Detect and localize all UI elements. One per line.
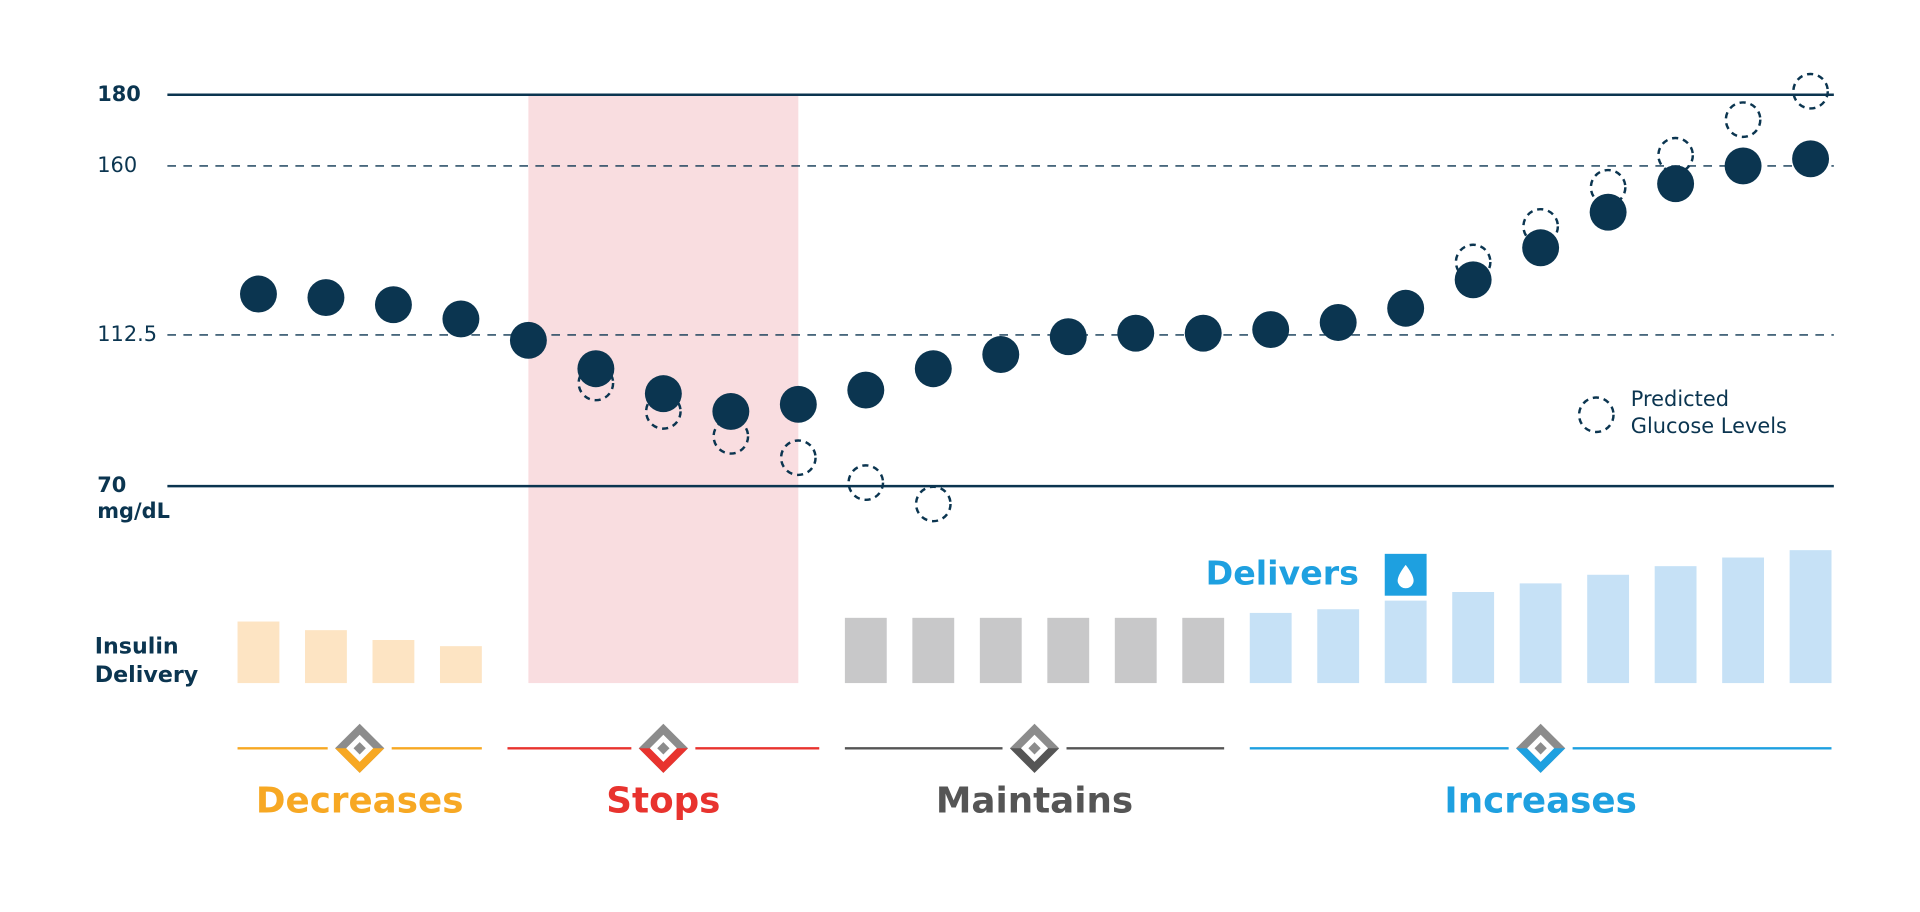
glucose-point xyxy=(577,350,615,388)
glucose-point xyxy=(1657,165,1695,203)
glucose-point xyxy=(1252,311,1290,349)
y-tick-label: 112.5 xyxy=(97,322,157,346)
insulin-bar xyxy=(439,646,482,684)
insulin-bar xyxy=(305,630,347,684)
glucose-point xyxy=(307,279,345,317)
glucose-point xyxy=(1522,229,1560,267)
insulin-bar xyxy=(1182,617,1225,684)
phase-label: Maintains xyxy=(936,780,1133,821)
phase-icon xyxy=(353,742,366,755)
glucose-point xyxy=(1454,261,1492,299)
phase-label: Stops xyxy=(606,780,720,821)
glucose-point xyxy=(1724,147,1762,185)
glucose-point xyxy=(1589,193,1627,231)
glucose-point xyxy=(1319,304,1357,341)
predicted-point xyxy=(914,485,952,523)
insulin-bar xyxy=(1114,617,1157,684)
glucose-point xyxy=(1184,314,1222,352)
glucose-point xyxy=(779,385,817,423)
y-tick-label: 180 xyxy=(97,82,141,106)
glucose-point xyxy=(847,371,885,409)
insulin-label-box: Insulin Delivery xyxy=(94,633,199,689)
phase-icon xyxy=(1534,742,1547,755)
glucose-point xyxy=(509,321,547,359)
predicted-point xyxy=(1792,72,1830,110)
insulin-bar xyxy=(1722,557,1765,684)
legend-label: Predicted Glucose Levels xyxy=(1630,387,1787,440)
glucose-point xyxy=(712,392,750,430)
glucose-point xyxy=(1792,140,1830,178)
insulin-label: Insulin Delivery xyxy=(94,633,199,689)
glucose-point xyxy=(442,300,480,338)
insulin-bar xyxy=(1452,592,1495,684)
glucose-point xyxy=(914,350,952,388)
y-unit: mg/dL xyxy=(97,499,170,523)
insulin-bar xyxy=(912,617,955,684)
annotation: Delivers xyxy=(1206,553,1359,592)
insulin-bar xyxy=(979,617,1022,684)
insulin-bar xyxy=(1654,566,1697,684)
insulin-bar xyxy=(1047,617,1090,684)
phase-label: Decreases xyxy=(256,780,464,821)
glucose-point xyxy=(1117,314,1155,352)
phase-label: Increases xyxy=(1444,780,1636,821)
insulin-bar xyxy=(1317,609,1360,684)
predicted-point xyxy=(779,439,817,477)
glucose-point xyxy=(240,275,277,313)
predicted-point xyxy=(1724,101,1762,139)
phase-icon xyxy=(657,742,670,755)
insulin-bar xyxy=(1587,574,1630,684)
insulin-bar xyxy=(372,640,415,684)
glucose-point xyxy=(1387,289,1425,327)
insulin-bar xyxy=(1519,583,1562,684)
legend-label-box: Predicted Glucose Levels xyxy=(1630,387,1787,440)
drop-icon xyxy=(1397,564,1414,589)
legend-marker xyxy=(1577,396,1615,434)
glucose-point xyxy=(374,286,412,324)
y-tick-label: 70 xyxy=(97,473,126,497)
insulin-bar xyxy=(1384,600,1427,684)
insulin-bar xyxy=(237,621,280,684)
insulin-bar xyxy=(1249,612,1292,684)
insulin-bar xyxy=(844,617,887,684)
insulin-bar xyxy=(1789,550,1832,684)
glucose-point xyxy=(644,375,682,413)
predicted-point xyxy=(847,464,885,502)
y-tick-label: 160 xyxy=(97,153,137,177)
glucose-point xyxy=(982,336,1020,373)
glucose-point xyxy=(1049,318,1087,356)
